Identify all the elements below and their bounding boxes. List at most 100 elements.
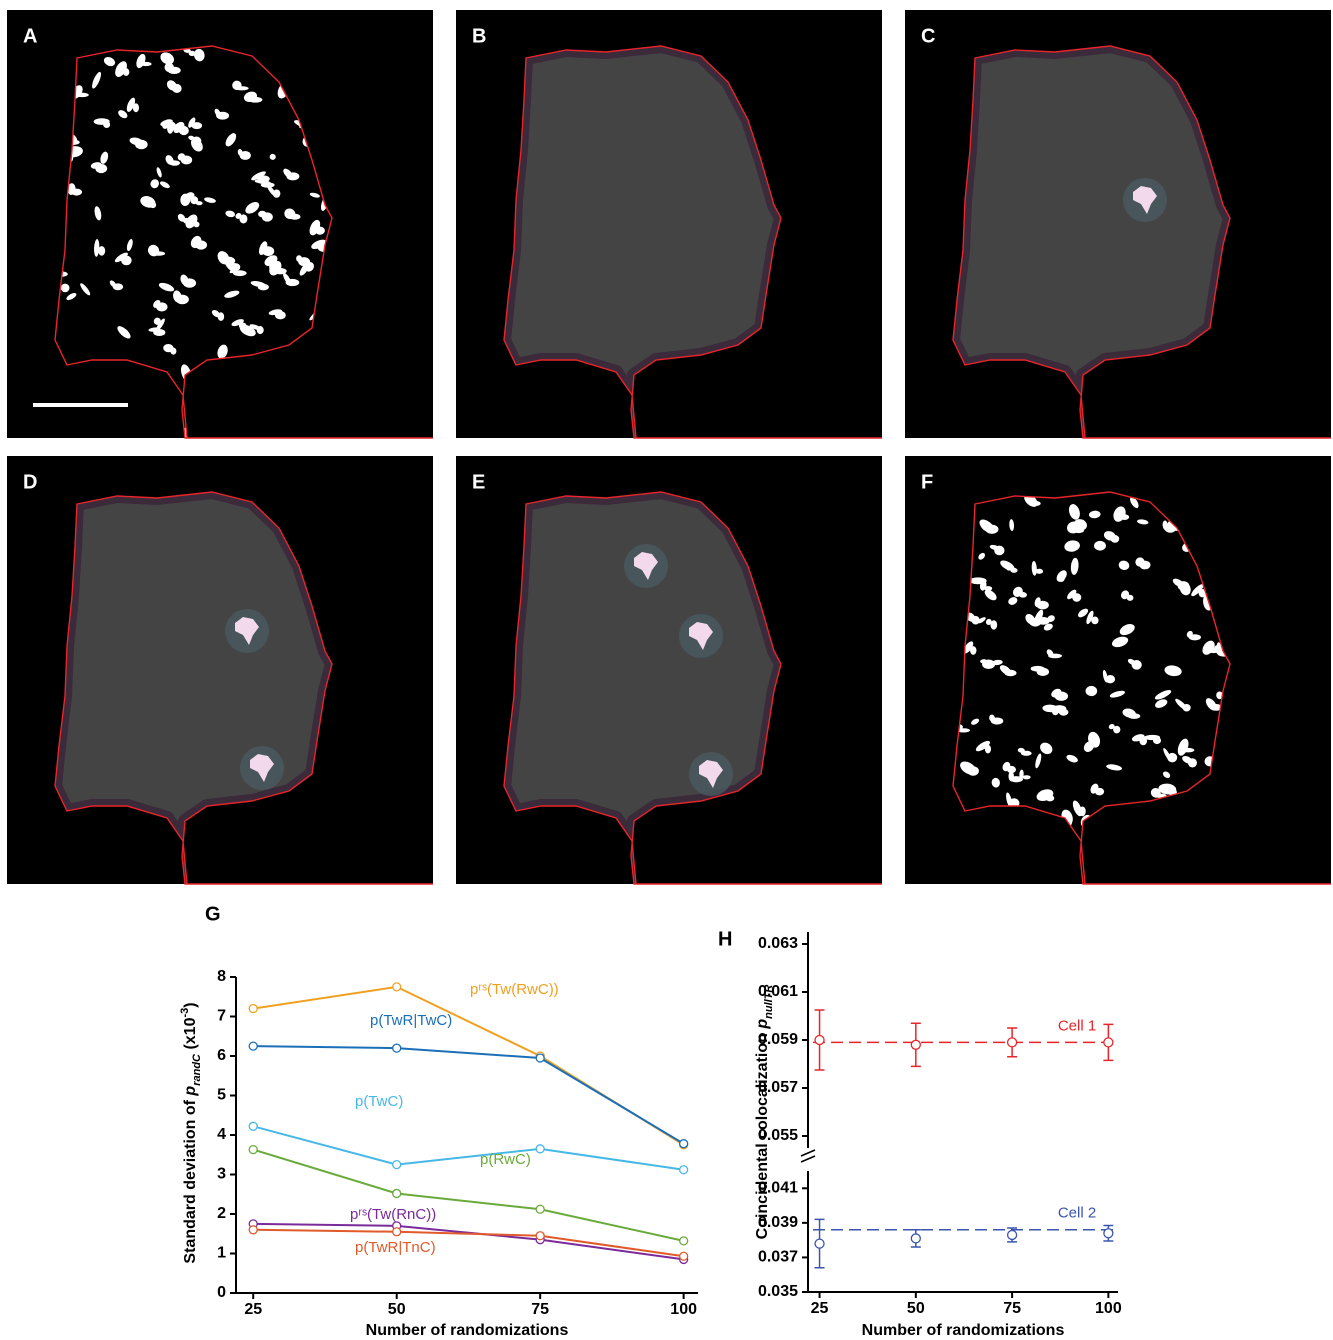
y-tick-label: 1 [217, 1245, 226, 1262]
particle [289, 213, 301, 220]
particle [180, 155, 193, 165]
particle [1054, 691, 1069, 701]
particle [239, 214, 248, 224]
y-tick-label: 0.061 [758, 983, 798, 1000]
y-tick-label: 8 [217, 968, 226, 985]
x-tick-label: 100 [1095, 1300, 1122, 1317]
chart-label: H [718, 928, 732, 950]
particle [967, 766, 979, 776]
particle [274, 311, 286, 320]
y-tick-label: 7 [217, 1008, 226, 1025]
particle [159, 181, 170, 189]
particle [193, 48, 205, 62]
particle [311, 239, 327, 250]
axis-break [800, 1155, 816, 1163]
particle [985, 618, 992, 625]
x-tick-label: 100 [670, 1301, 697, 1318]
particle [984, 589, 997, 601]
particle [1109, 690, 1125, 698]
particle [188, 117, 196, 128]
panel-label: E [472, 471, 485, 493]
data-point [1103, 1228, 1114, 1239]
particle [1113, 725, 1121, 734]
y-tick-label: 2 [217, 1205, 226, 1222]
particle [1126, 594, 1134, 601]
particle [1045, 794, 1055, 802]
particle [1020, 750, 1032, 756]
particle [150, 179, 159, 189]
particle [126, 238, 133, 252]
particle [251, 171, 266, 181]
particle [225, 210, 236, 218]
particle [1167, 752, 1178, 763]
particle [1070, 557, 1079, 575]
panel-label: B [472, 25, 486, 47]
data-point [910, 1039, 921, 1050]
particle [248, 96, 263, 103]
particle [309, 192, 320, 198]
particle [1022, 775, 1031, 780]
series-label: pʳˢ(Tw(RwC)) [470, 981, 559, 998]
image-panel: F [905, 456, 1331, 885]
particle [977, 617, 986, 624]
image-panel: E [456, 456, 882, 885]
particle [984, 744, 992, 754]
particle [75, 92, 89, 98]
particle [1182, 703, 1191, 712]
data-point [814, 1034, 825, 1046]
particle [1072, 527, 1085, 534]
particle [167, 66, 181, 75]
particle [1108, 723, 1115, 730]
image-panel: D [7, 456, 433, 885]
y-tick-label: 0.059 [758, 1031, 798, 1048]
particle [956, 728, 971, 733]
y-tick-label: 0 [217, 1284, 226, 1301]
image-panel: B [456, 10, 882, 439]
particle [158, 282, 175, 292]
particle [235, 86, 249, 91]
series-label: Cell 2 [1058, 1205, 1096, 1222]
particle [175, 294, 189, 305]
series-line [253, 1045, 685, 1145]
particle [70, 188, 83, 196]
particle [1093, 540, 1106, 551]
particle [245, 201, 260, 214]
data-point [392, 982, 402, 992]
particle [1067, 589, 1077, 600]
data-point [679, 1165, 689, 1175]
particle [170, 347, 177, 355]
particle [140, 61, 152, 67]
y-tick-label: 0.035 [758, 1283, 798, 1300]
particle [177, 213, 186, 222]
particle [232, 270, 247, 277]
particle [298, 257, 311, 267]
data-point [535, 1144, 545, 1154]
particle [272, 189, 281, 198]
particle [269, 153, 276, 160]
panel-background [7, 10, 433, 438]
particle [1105, 675, 1116, 684]
particle [121, 255, 132, 266]
particle [1164, 665, 1182, 677]
y-tick-label: 0.039 [758, 1214, 798, 1231]
particle [1198, 588, 1207, 598]
particle [1110, 535, 1120, 543]
particle [1210, 704, 1223, 711]
particle [1085, 685, 1098, 697]
particle [217, 344, 228, 359]
particle [231, 319, 244, 327]
label-part: nullTR [763, 985, 775, 1019]
y-tick-label: 0.057 [758, 1079, 798, 1096]
data-point [248, 1121, 258, 1131]
particle [217, 312, 225, 321]
particle [1188, 634, 1201, 641]
particle [238, 322, 247, 329]
particle [1031, 501, 1041, 506]
particle [982, 659, 996, 669]
series-label: p(TwC) [355, 1093, 403, 1110]
particle [1066, 754, 1078, 763]
data-point [814, 1238, 825, 1249]
axis-break [800, 1149, 816, 1157]
particle [216, 111, 230, 120]
y-tick-label: 6 [217, 1047, 226, 1064]
